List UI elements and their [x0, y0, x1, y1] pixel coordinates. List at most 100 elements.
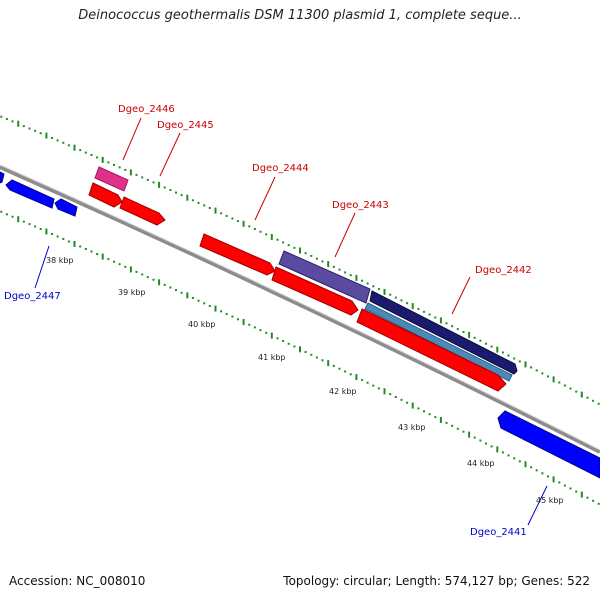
inner-track-minor-tick: [315, 356, 318, 359]
outer-track-minor-tick: [113, 163, 115, 166]
outer-track-major-tick: [270, 234, 273, 240]
inner-track-minor-tick: [428, 413, 431, 416]
gene-dgeo-2441[interactable]: [497, 410, 600, 479]
gene-red-segment-d[interactable]: [356, 308, 507, 392]
inner-track-minor-tick: [62, 238, 65, 240]
label-dgeo-2447[interactable]: Dgeo_2447: [4, 291, 61, 302]
inner-track-minor-tick: [175, 289, 177, 292]
kbp-label-41: 41 kbp: [258, 353, 286, 362]
outer-track-major-tick: [242, 220, 245, 227]
accession-text: Accession: NC_008010: [9, 574, 146, 588]
outer-track-minor-tick: [124, 168, 127, 171]
inner-track-major-tick: [242, 319, 245, 325]
outer-track-minor-tick: [462, 331, 465, 333]
leader-dgeo-2442: [451, 276, 471, 315]
map-title: Deinococcus geothermalis DSM 11300 plasm…: [78, 8, 522, 23]
outer-track-minor-tick: [451, 325, 454, 328]
label-dgeo-2442[interactable]: Dgeo_2442: [475, 265, 532, 276]
inner-track-minor-tick: [485, 442, 487, 445]
inner-track-minor-tick: [56, 235, 59, 238]
label-dgeo-2445[interactable]: Dgeo_2445: [157, 120, 214, 131]
outer-track-minor-tick: [276, 238, 279, 241]
outer-track-minor-tick: [203, 204, 206, 207]
label-dgeo-2446[interactable]: Dgeo_2446: [118, 104, 175, 115]
inner-track-major-tick: [355, 374, 358, 381]
inner-track-major-tick: [468, 431, 471, 438]
inner-track-minor-tick: [423, 410, 425, 413]
outer-track-major-tick: [496, 346, 499, 353]
outer-track-minor-tick: [220, 212, 223, 215]
outer-dotted-track: [0, 115, 600, 405]
outer-track-minor-tick: [163, 186, 166, 189]
inner-track-major-tick: [496, 446, 499, 453]
gene-red-segment-c[interactable]: [271, 266, 359, 316]
outer-track-minor-tick: [507, 354, 510, 357]
label-dgeo-2441[interactable]: Dgeo_2441: [470, 527, 527, 538]
inner-track-minor-tick: [197, 299, 200, 302]
gene-dgeo-2447-a[interactable]: [0, 171, 5, 184]
outer-track-minor-tick: [22, 125, 25, 128]
inner-track-major-tick: [580, 491, 583, 498]
inner-track-minor-tick: [282, 340, 285, 342]
gene-dgeo-2447-b[interactable]: [5, 179, 55, 209]
leader-dgeo-2441: [527, 485, 548, 526]
outer-track-minor-tick: [445, 322, 448, 325]
inner-track-minor-tick: [259, 329, 262, 332]
inner-track-minor-tick: [332, 364, 335, 367]
kbp-label-45: 45 kbp: [536, 496, 564, 505]
outer-track-minor-tick: [592, 399, 595, 402]
outer-track-minor-tick: [344, 271, 347, 274]
gene-dgeo-2446[interactable]: [94, 166, 129, 192]
gene-dgeo-2445-a[interactable]: [88, 182, 123, 208]
inner-track-minor-tick: [349, 373, 352, 376]
inner-track-minor-tick: [180, 291, 183, 294]
inner-track-minor-tick: [293, 345, 296, 348]
summary-text: Topology: circular; Length: 574,127 bp; …: [283, 574, 590, 588]
inner-track-major-tick: [552, 476, 555, 483]
outer-track-minor-tick: [34, 129, 37, 132]
outer-track-minor-tick: [152, 181, 155, 184]
gene-dgeo-2444[interactable]: [199, 233, 276, 276]
outer-track-minor-tick: [338, 268, 341, 271]
backbone-line: [0, 165, 600, 454]
inner-track-major-tick: [129, 266, 132, 273]
label-dgeo-2443[interactable]: Dgeo_2443: [332, 200, 389, 211]
label-dgeo-2444[interactable]: Dgeo_2444: [252, 163, 309, 174]
inner-track-minor-tick: [22, 220, 25, 223]
outer-track-minor-tick: [5, 118, 8, 120]
gene-dgeo-2442-steel[interactable]: [364, 302, 513, 382]
leader-dgeo-2444: [254, 176, 276, 221]
outer-track-major-tick: [439, 317, 442, 324]
outer-track-minor-tick: [197, 201, 200, 204]
outer-track-minor-tick: [28, 127, 31, 130]
outer-track-minor-tick: [417, 307, 420, 310]
outer-track-minor-tick: [265, 233, 268, 236]
inner-track-minor-tick: [51, 233, 53, 235]
leader-dgeo-2445: [159, 132, 181, 177]
outer-track-minor-tick: [208, 207, 211, 209]
inner-track-minor-tick: [501, 451, 504, 454]
inner-track-minor-tick: [535, 469, 538, 472]
gene-dgeo-2447-c[interactable]: [54, 198, 78, 217]
outer-track-minor-tick: [518, 360, 521, 363]
outer-track-minor-tick: [513, 357, 516, 360]
gene-dgeo-2443[interactable]: [278, 250, 371, 304]
gene-dgeo-2442-navy[interactable]: [369, 290, 518, 375]
outer-track-minor-tick: [501, 351, 504, 354]
inner-track-minor-tick: [344, 370, 347, 373]
outer-track-minor-tick: [456, 328, 459, 331]
outer-track-minor-tick: [547, 375, 549, 378]
inner-track-minor-tick: [113, 260, 115, 263]
outer-track-minor-tick: [62, 141, 65, 144]
outer-track-major-tick: [214, 207, 217, 214]
outer-track-major-tick: [355, 274, 358, 281]
leader-dgeo-2447: [34, 245, 50, 289]
inner-track-minor-tick: [338, 367, 341, 370]
outer-track-minor-tick: [535, 369, 538, 372]
outer-track-minor-tick: [56, 139, 59, 142]
inner-track-minor-tick: [220, 310, 223, 313]
inner-track-minor-tick: [406, 401, 409, 404]
gene-dgeo-2445-b[interactable]: [119, 196, 166, 226]
outer-track-minor-tick: [389, 293, 392, 296]
